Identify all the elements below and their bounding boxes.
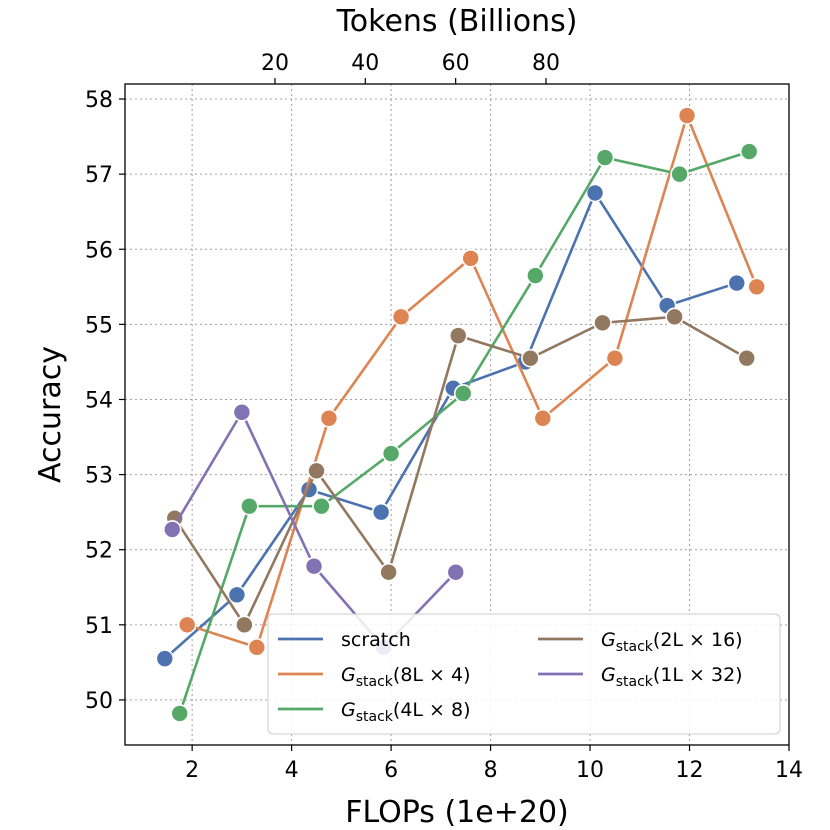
y-tick-label: 51 [85,614,113,639]
data-point [533,408,553,428]
data-point [235,615,254,635]
x-tick-label: 10 [576,758,604,783]
y-tick-label: 58 [85,88,113,113]
data-point [391,307,411,327]
data-point [170,704,190,723]
series-3 [165,307,757,635]
y-tick-label: 50 [85,689,113,714]
x-tick-label: 6 [384,758,398,783]
legend-entry: Gstack(8L × 4) [278,664,471,690]
data-point [304,556,324,576]
series-1 [177,106,766,657]
axes-frame [124,83,790,746]
series-layer [155,106,766,723]
legend-label: Gstack(8L × 4) [341,664,471,690]
data-point [381,444,401,463]
legend-frame [267,613,781,735]
y-tick-label: 57 [85,163,113,188]
series-line [163,191,738,660]
legend: scratch Gstack(8L × 4) Gstack(4L × 8) Gstac… [267,613,781,735]
data-point [670,164,689,184]
data-point [605,348,625,368]
data-point [526,266,545,285]
legend-entry: scratch [278,629,411,651]
top-x-tick-label: 40 [351,51,379,76]
top-x-axis-title: Tokens (Billions) [336,4,578,39]
x-tick-label: 12 [676,758,704,783]
data-point [747,277,766,297]
data-point [737,348,757,368]
data-point [665,307,684,327]
y-tick-label: 52 [85,539,113,564]
top-x-tick-label: 80 [532,51,560,76]
data-point [371,502,391,522]
data-point [446,562,466,582]
y-tick-label: 56 [85,238,113,263]
data-point [453,384,473,403]
top-x-tick-label: 20 [261,51,289,76]
y-axis-title: Accuracy [33,346,68,483]
data-point [312,496,331,516]
data-point [379,562,398,582]
data-point [521,348,540,368]
legend-label: scratch [341,629,411,651]
data-point [448,326,468,345]
y-tick-label: 54 [85,388,113,413]
x-tick-label: 2 [185,758,199,783]
legend-label: Gstack(4L × 8) [341,699,471,725]
y-tick-label: 53 [85,464,113,489]
data-point [585,183,605,203]
legend-entry: Gstack(2L × 16) [538,629,743,655]
data-point [595,148,615,167]
x-tick-label: 8 [484,758,498,783]
ticks: 2 4 6 8 10 12 14 50 51 52 53 54 55 56 57 58 20 40 60 80 [85,51,803,783]
data-point [461,248,480,268]
data-point [162,520,182,539]
data-point [739,142,759,161]
data-point [677,106,697,125]
data-point [240,496,259,516]
data-point [307,461,326,481]
data-point [593,313,612,333]
series-2 [170,142,759,723]
top-x-tick-label: 60 [442,51,470,76]
data-point [319,408,339,428]
series-0 [155,183,747,668]
legend-entry: Gstack(4L × 8) [278,699,471,725]
y-tick-label: 55 [85,313,113,338]
data-point [247,638,267,657]
data-point [177,615,197,635]
x-axis-title: FLOPs (1e+20) [345,795,569,830]
grid [125,84,790,745]
data-point [232,402,252,422]
legend-entry: Gstack(1L × 32) [538,664,743,690]
x-tick-label: 4 [285,758,299,783]
data-point [727,273,747,293]
legend-label: Gstack(2L × 16) [601,629,743,655]
legend-label: Gstack(1L × 32) [601,664,743,690]
plot-area-border [124,83,790,746]
data-point [155,649,175,668]
data-point [227,585,247,605]
x-tick-label: 14 [775,758,803,783]
